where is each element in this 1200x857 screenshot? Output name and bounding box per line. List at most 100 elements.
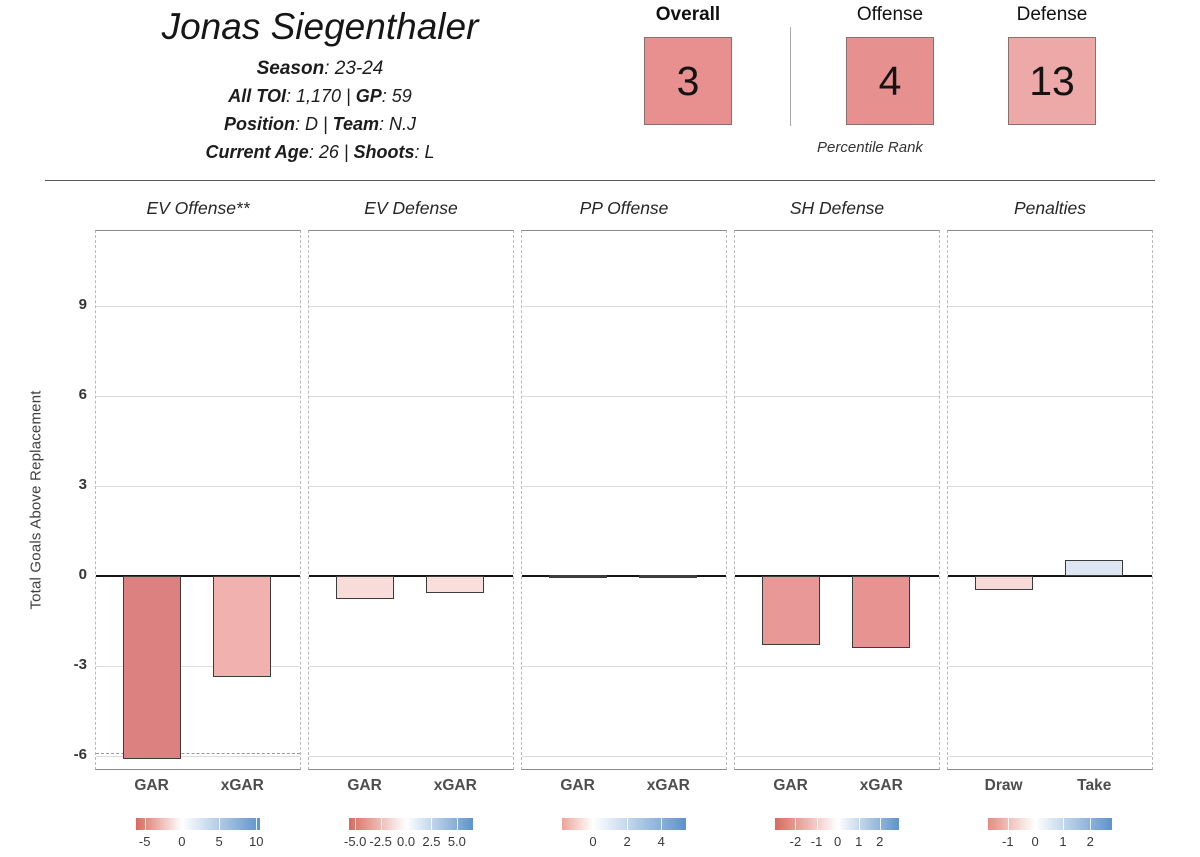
panel-title: Penalties <box>1014 198 1086 218</box>
legend-tick-label: 5.0 <box>447 834 466 849</box>
gridline <box>522 666 726 667</box>
y-axis-tick: 3 <box>78 476 87 493</box>
gridline <box>309 396 513 397</box>
legend-tick-label: -2 <box>789 834 802 849</box>
percentile-caption: Percentile Rank <box>817 139 923 156</box>
y-axis-label: Total Goals Above Replacement <box>27 390 45 610</box>
legend-tick-label: 0 <box>178 834 186 849</box>
legend-tick-mark <box>837 818 839 830</box>
color-scale-legend: -1 0 1 2 <box>988 818 1112 852</box>
info-label: Shoots <box>353 141 415 162</box>
legend-gradient-bar <box>988 818 1112 830</box>
category-label: xGAR <box>646 777 690 794</box>
bar-gar <box>761 576 820 645</box>
gridline <box>96 306 300 307</box>
legend-gradient-bar <box>775 818 899 830</box>
gridline <box>522 306 726 307</box>
gridline <box>735 396 939 397</box>
category-label: xGAR <box>859 777 903 794</box>
gridline <box>96 396 300 397</box>
percentile-label: Offense <box>856 4 924 25</box>
percentile-label: Defense <box>1016 4 1088 25</box>
gridline <box>309 666 513 667</box>
legend-tick-mark <box>181 818 183 830</box>
legend-tick-mark <box>406 818 408 830</box>
info-value: : 26 | <box>308 141 354 162</box>
gridline <box>309 486 513 487</box>
legend-tick-mark <box>795 818 797 830</box>
gridline <box>96 486 300 487</box>
percentile-value: 13 <box>1029 57 1075 104</box>
legend-tick-label: 0 <box>833 834 842 849</box>
legend-gradient-bar <box>349 818 473 830</box>
zero-baseline <box>522 575 726 577</box>
chart-panel-penalties: Penalties Draw Take <box>947 198 1153 794</box>
legend-tick-mark <box>661 818 663 830</box>
legend-tick-label: -2.5 <box>369 834 392 849</box>
legend-tick-mark <box>1035 818 1037 830</box>
legend-tick-label: 0 <box>1031 834 1039 849</box>
info-value: : 1,170 | <box>285 86 356 107</box>
percentile-box: 3 <box>644 37 732 125</box>
percentile-column-offense: Offense 4 <box>825 4 955 125</box>
category-label: xGAR <box>433 777 477 794</box>
legend-tick-mark <box>219 818 221 830</box>
info-value: : D | <box>294 113 333 134</box>
panel-title: SH Defense <box>789 198 885 218</box>
gridline <box>522 396 726 397</box>
bar-xgar <box>426 576 485 593</box>
player-info-lines: Season: 23-24 All TOI: 1,170 | GP: 59 Posi… <box>40 58 600 164</box>
legend-tick-mark <box>816 818 818 830</box>
legend-tick-mark <box>858 818 860 830</box>
percentile-column-overall: Overall 3 <box>623 4 753 125</box>
legend-tick-label: 2 <box>623 834 631 849</box>
bar-gar <box>548 575 607 578</box>
panel-title: EV Defense <box>364 198 458 218</box>
bar-gar <box>335 576 394 599</box>
gridline <box>309 306 513 307</box>
gridline <box>522 756 726 757</box>
legend-tick-label: -5.0 <box>343 834 367 849</box>
color-scale-legend: 0 2 4 <box>562 818 686 852</box>
percentile-value: 4 <box>878 57 902 104</box>
gridline <box>735 306 939 307</box>
chart-panel-sh-defense: SH Defense GAR xGAR <box>734 198 940 794</box>
category-label: xGAR <box>220 777 264 794</box>
info-value: : 59 <box>381 86 412 107</box>
zero-baseline <box>96 575 300 577</box>
player-info-line: Season: 23-24 <box>40 58 600 81</box>
percentile-box: 13 <box>1008 37 1096 125</box>
legend-tick-label: 5 <box>215 834 223 849</box>
player-name: Jonas Siegenthaler <box>161 6 479 47</box>
legend-tick-mark <box>144 818 146 830</box>
category-label: GAR <box>773 777 808 794</box>
category-label: GAR <box>560 777 595 794</box>
gridline <box>735 486 939 487</box>
percentile-divider-line <box>790 27 791 126</box>
zero-baseline <box>735 575 939 577</box>
bar-xgar <box>639 575 698 578</box>
info-value: : N.J <box>379 113 417 134</box>
panel-title: EV Offense** <box>146 198 250 218</box>
color-scale-legend: -5.0 -2.5 0.0 2.5 5.0 <box>344 818 473 852</box>
info-value: : 23-24 <box>324 57 384 79</box>
legend-tick-mark <box>627 818 629 830</box>
percentile-box: 4 <box>846 37 934 125</box>
info-label: Season <box>256 57 325 79</box>
chart-panel-pp-offense: PP Offense GAR xGAR <box>521 198 727 794</box>
legend-tick-mark <box>593 818 594 830</box>
player-info-line: All TOI: 1,170 | GP: 59 <box>40 86 600 108</box>
legend-tick-label: 2.5 <box>422 834 441 849</box>
legend-tick-mark <box>456 818 458 830</box>
category-label: Take <box>1077 777 1112 794</box>
legend-tick-label: 1 <box>855 834 863 849</box>
player-info-line: Current Age: 26 | Shoots: L <box>40 142 600 164</box>
player-info-block: Jonas Siegenthaler Season: 23-24 All TOI:… <box>40 6 600 163</box>
zero-baseline <box>309 575 513 577</box>
chart-panel-ev-offense: EV Offense** GAR xGAR <box>95 198 301 794</box>
percentile-label: Overall <box>655 4 721 25</box>
gridline <box>522 486 726 487</box>
legend-tick-mark <box>879 818 881 830</box>
percentile-column-defense: Defense 13 <box>987 4 1117 125</box>
